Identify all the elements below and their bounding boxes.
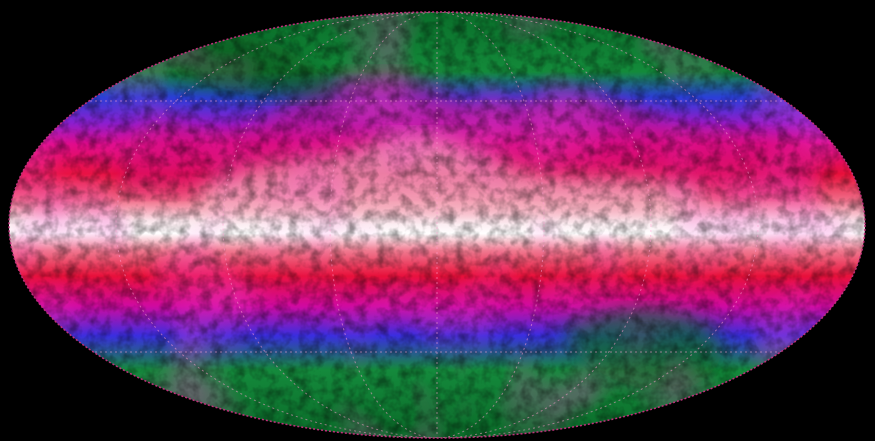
meridian xyxy=(222,12,652,438)
texture-noise xyxy=(9,12,865,438)
meridian xyxy=(329,12,545,438)
map-border xyxy=(8,11,866,439)
graticule xyxy=(9,12,865,438)
sky-image xyxy=(9,12,865,438)
meridian xyxy=(115,12,759,438)
